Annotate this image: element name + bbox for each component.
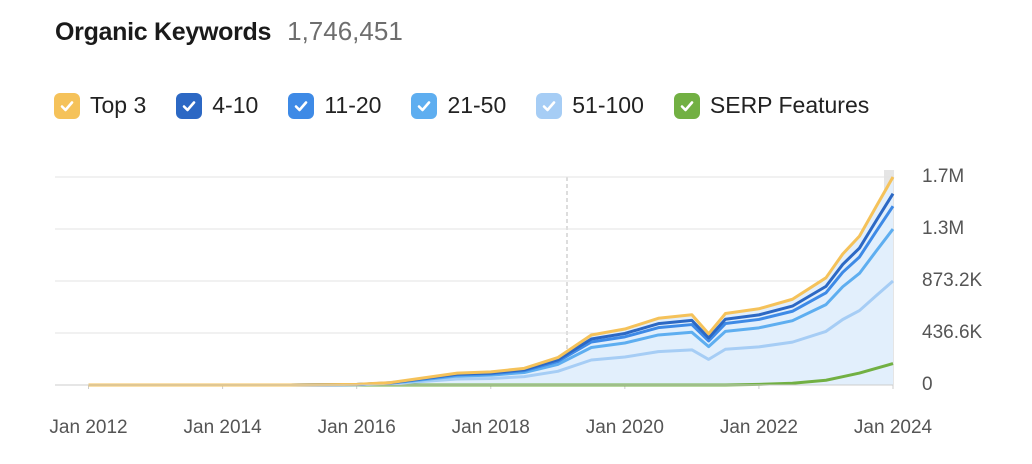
legend-checkbox[interactable] [288,92,315,119]
x-tick-label: Jan 2014 [184,417,263,438]
check-icon [182,100,196,111]
legend-item[interactable]: 11-20 [288,92,381,119]
check-icon [418,100,431,111]
y-tick-label: 873.2K [922,270,983,291]
legend-item[interactable]: 51-100 [536,92,644,119]
legend-checkbox[interactable] [411,92,438,119]
check [418,100,431,111]
x-tick-label: Jan 2016 [318,417,396,438]
check [542,100,556,111]
check-icon [295,100,308,111]
check-icon [60,100,74,111]
legend-item[interactable]: Top 3 [54,92,146,119]
legend-label: 51-100 [572,92,644,118]
legend-label: Top 3 [90,92,147,118]
legend-label: SERP Features [709,92,870,118]
legend-label: 4-10 [212,92,259,118]
y-tick-label: 436.6K [922,322,983,343]
x-tick-label: Jan 2024 [854,417,933,438]
legend-label: 21-50 [447,92,507,118]
check-icon [680,100,694,111]
legend-checkbox[interactable] [673,92,700,119]
x-tick-label: Jan 2022 [720,417,798,438]
y-tick-label: 1.3M [922,218,964,239]
check [60,100,74,111]
check [295,100,308,111]
header: Organic Keywords 1,746,451 [55,16,403,47]
x-tick-label: Jan 2012 [49,417,127,438]
legend-checkbox[interactable] [536,92,563,119]
x-tick-label: Jan 2020 [586,417,664,438]
legend-item[interactable]: SERP Features [673,92,870,119]
x-tick-label: Jan 2018 [452,417,530,438]
chart-title: Organic Keywords [55,18,272,46]
y-tick-label: 0 [922,374,933,395]
legend-item[interactable]: 21-50 [411,92,506,119]
legend: Top 3 4-10 11-20 21-50 51-100 SERP Features [54,92,869,119]
legend-checkbox[interactable] [54,92,80,119]
legend-checkbox[interactable] [176,92,203,119]
legend-item[interactable]: 4-10 [176,92,258,119]
check [680,100,694,111]
chart-subtitle: 1,746,451 [287,16,403,46]
check-icon [542,100,556,111]
legend-label: 11-20 [324,92,382,118]
check [182,100,196,111]
y-tick-label: 1.7M [922,166,964,187]
